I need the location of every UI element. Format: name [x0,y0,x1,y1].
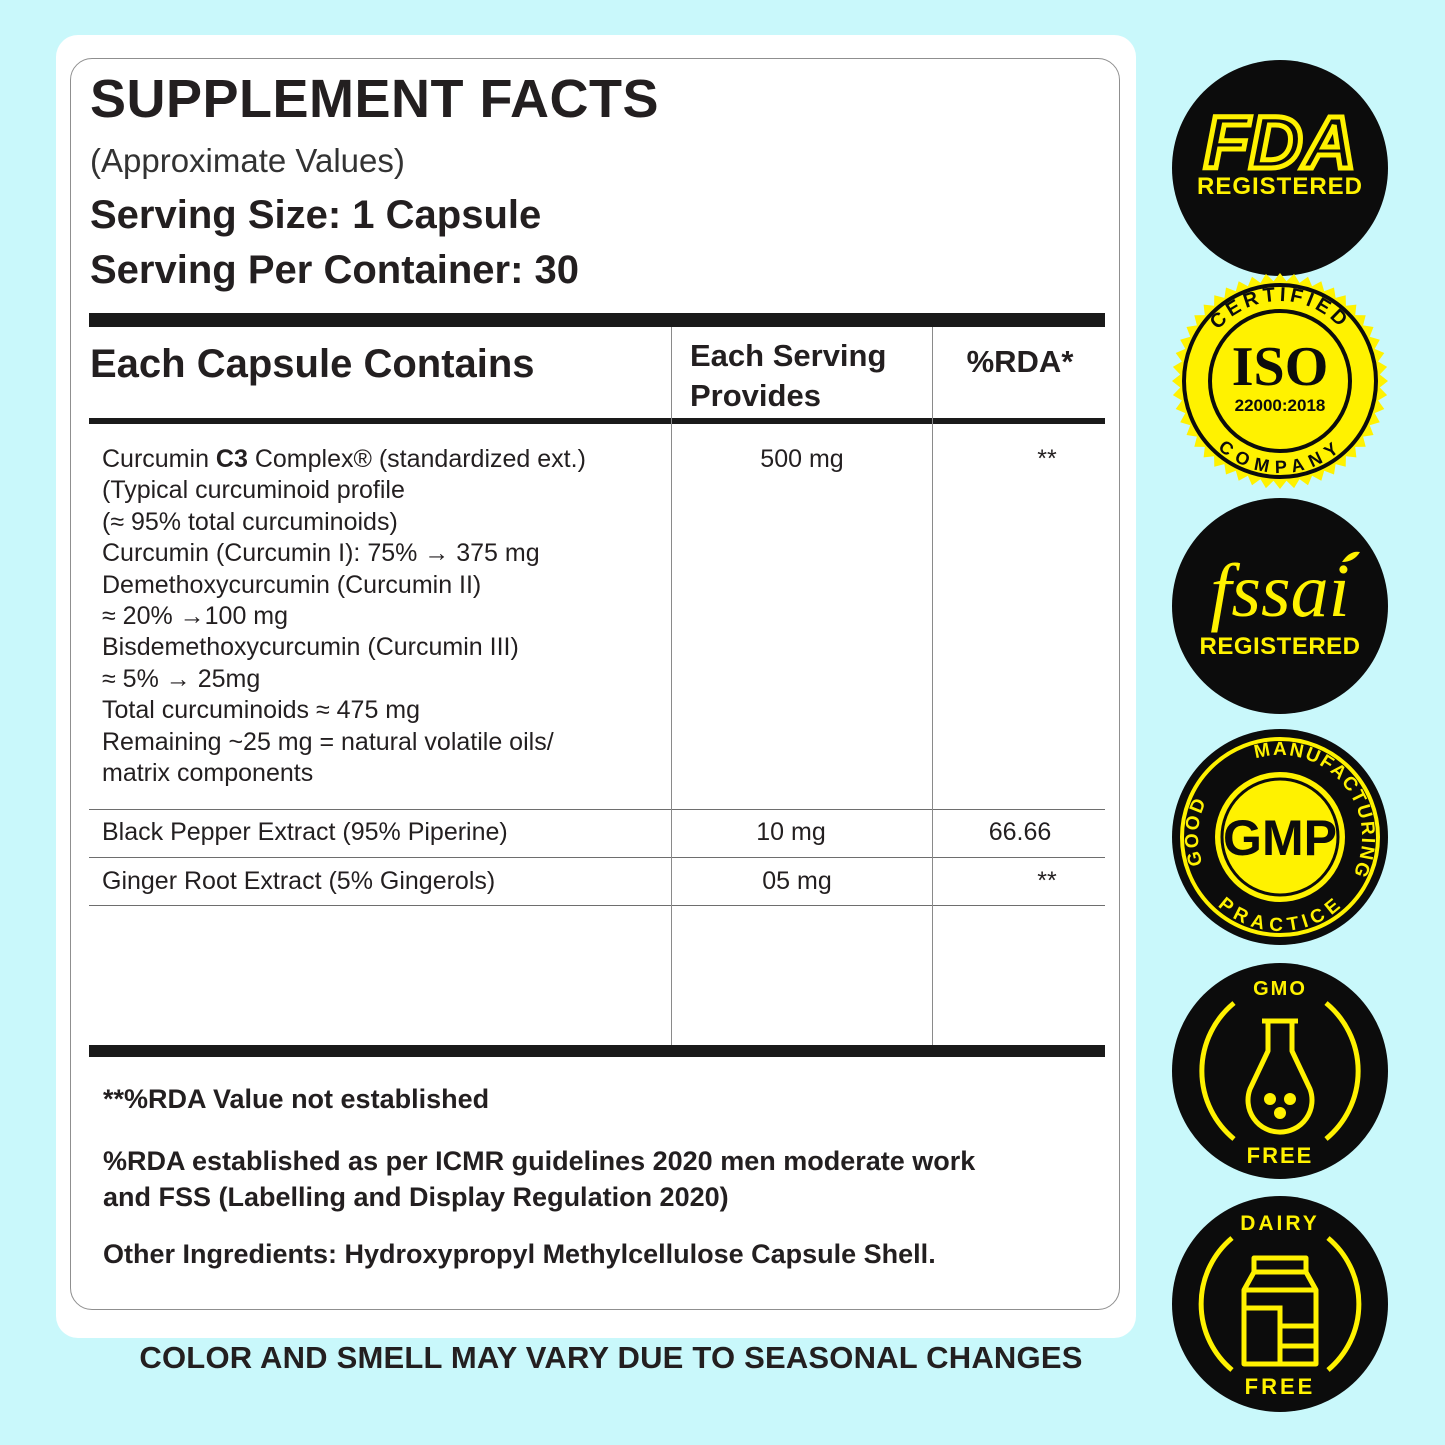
ingredient-detail-line: (Typical curcuminoid profile [102,476,405,505]
serving-per-container: Serving Per Container: 30 [90,248,580,292]
note-rda-not-established: **%RDA Value not established [103,1084,490,1114]
gmp-icon: GOOD MANUFACTURING PRACTICE GMP [1180,737,1380,937]
header-rda: %RDA* [966,344,1074,379]
svg-text:22000:2018: 22000:2018 [1235,396,1326,415]
svg-text:REGISTERED: REGISTERED [1199,633,1360,660]
supplement-facts-card [56,35,1136,1338]
footer-disclaimer: COLOR AND SMELL MAY VARY DUE TO SEASONAL… [139,1340,1083,1375]
svg-text:fssai: fssai [1210,549,1349,633]
svg-text:FREE: FREE [1247,1143,1314,1168]
header-provides-line2: Provides [690,378,821,413]
ingredient-detail-line: (≈ 95% total curcuminoids) [102,507,398,536]
ingredient-detail-line: Total curcuminoids ≈ 475 mg [102,696,421,725]
amount-curcumin: 500 mg [760,445,844,473]
note-rda-basis-line1: %RDA established as per ICMR guidelines … [103,1146,976,1176]
column-divider [932,327,933,1045]
ingredient-detail-line: ≈ 20% →100 mg [102,602,289,631]
amount-black-pepper: 10 mg [756,818,826,846]
card-border [70,58,1120,1310]
gmp-badge: GOOD MANUFACTURING PRACTICE GMP [1172,729,1388,945]
ingredient-detail-line: Remaining ~25 mg = natural volatile oils… [102,727,554,756]
svg-text:GMP: GMP [1223,810,1337,866]
amount-ginger-root: 05 mg [762,867,832,895]
svg-text:DAIRY: DAIRY [1240,1212,1320,1235]
ingredient-ginger-root: Ginger Root Extract (5% Gingerols) [102,867,496,895]
iso-seal-icon: CERTIFIED COMPANY ISO 22000:2018 [1172,273,1388,489]
fda-icon: FDA REGISTERED [1197,99,1363,201]
ingredient-name-bold: C3 [215,445,248,473]
ingredient-detail-line: matrix components [102,759,314,788]
note-other-ingredients: Other Ingredients: Hydroxypropyl Methylc… [103,1239,936,1269]
note-rda-basis-line2: and FSS (Labelling and Display Regulatio… [103,1182,729,1212]
svg-text:FREE: FREE [1245,1374,1316,1399]
svg-text:ISO: ISO [1232,336,1329,398]
svg-text:REGISTERED: REGISTERED [1197,173,1363,200]
ingredient-detail-line: Curcumin (Curcumin I): 75% → 375 mg [102,539,540,568]
fda-registered-badge: FDA REGISTERED [1172,60,1388,276]
svg-text:GMO: GMO [1253,978,1307,1000]
row-divider [89,905,1105,906]
page-title: SUPPLEMENT FACTS [90,69,660,129]
iso-certified-badge: CERTIFIED COMPANY ISO 22000:2018 [1172,273,1388,489]
ingredient-curcumin: Curcumin C3 Complex® (standardized ext.)… [102,444,586,789]
header-each-capsule-contains: Each Capsule Contains [90,342,535,386]
row-divider [89,809,1105,810]
ingredient-name-part: Complex® (standardized ext.) [247,445,586,473]
ingredient-black-pepper: Black Pepper Extract (95% Piperine) [102,818,508,846]
ingredient-first-line: Curcumin C3 Complex® (standardized ext.) [102,444,586,475]
note-rda-basis: %RDA established as per ICMR guidelines … [103,1143,975,1215]
svg-text:FDA: FDA [1204,101,1356,184]
header-rule [89,418,1105,424]
fssai-icon: fssai REGISTERED [1199,549,1360,660]
rda-curcumin: ** [1037,445,1057,473]
ingredient-detail-line: Bisdemethoxycurcumin (Curcumin III) [102,633,519,662]
dairy-free-icon: DAIRY FREE [1198,1212,1362,1399]
table-bottom-rule [89,1045,1105,1057]
rda-black-pepper: 66.66 [988,818,1052,846]
gmo-free-badge: GMO FREE [1172,963,1388,1179]
dairy-free-badge: DAIRY FREE [1172,1196,1388,1412]
gmo-free-icon: GMO FREE [1199,978,1361,1168]
ingredient-detail-line: Demethoxycurcumin (Curcumin II) [102,570,482,599]
row-divider [89,857,1105,858]
header-each-serving-provides: Each Serving Provides [690,336,930,416]
ingredient-detail-line: ≈ 5% → 25mg [102,664,261,693]
rda-ginger-root: ** [1037,867,1057,895]
column-divider [671,327,672,1045]
table-top-rule [89,313,1105,327]
serving-size: Serving Size: 1 Capsule [90,193,542,237]
subtitle: (Approximate Values) [90,142,405,179]
fssai-registered-badge: fssai REGISTERED [1172,498,1388,714]
header-provides-line1: Each Serving [690,338,887,373]
ingredient-name-part: Curcumin [102,445,216,473]
